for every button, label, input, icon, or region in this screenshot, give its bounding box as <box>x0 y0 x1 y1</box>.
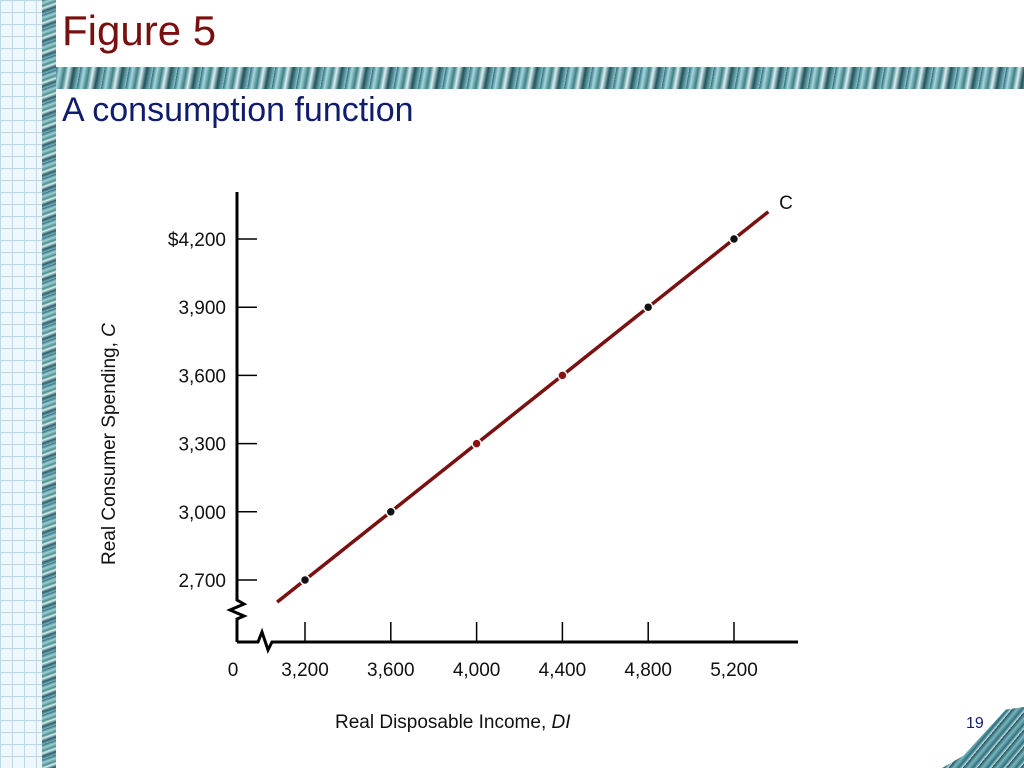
y-axis-title: Real Consumer Spending, C <box>99 323 120 565</box>
data-point <box>728 233 740 245</box>
page-number: 19 <box>966 715 984 732</box>
y-tick-label: 3,900 <box>178 298 226 319</box>
y-tick-label: 3,000 <box>178 503 226 524</box>
data-point <box>385 506 397 518</box>
series-layer <box>276 210 770 604</box>
tick-labels: $4,200 3,900 3,600 3,300 3,000 2,700 3,200 3,60… <box>168 230 758 681</box>
data-point <box>557 370 568 381</box>
data-point <box>299 574 311 586</box>
x-tick-label: 3,200 <box>281 660 329 681</box>
origin-label: 0 <box>228 660 239 681</box>
y-tick-label: $4,200 <box>168 230 226 251</box>
ticks <box>237 238 735 642</box>
x-tick-label: 4,400 <box>539 660 587 681</box>
left-marble-strip <box>42 0 56 768</box>
x-axis-title: Real Disposable Income, DI <box>335 712 571 733</box>
y-tick-label: 3,300 <box>178 435 226 456</box>
y-axis <box>226 192 248 642</box>
data-point <box>471 438 482 449</box>
slide-title: Figure 5 <box>62 7 217 54</box>
x-tick-label: 4,800 <box>624 660 672 681</box>
header-decor-band <box>56 67 1024 89</box>
x-tick-label: 4,000 <box>453 660 501 681</box>
x-tick-label: 5,200 <box>710 660 758 681</box>
left-grid-strip <box>0 0 42 768</box>
consumption-line <box>276 210 770 604</box>
x-tick-label: 3,600 <box>367 660 415 681</box>
data-point <box>642 301 654 313</box>
slide-subtitle: A consumption function <box>62 91 414 129</box>
y-tick-label: 3,600 <box>178 366 226 387</box>
data-points <box>299 233 740 586</box>
y-tick-label: 2,700 <box>178 571 226 592</box>
axes <box>226 192 798 654</box>
x-axis <box>237 627 798 654</box>
series-label-c: C <box>779 193 793 214</box>
